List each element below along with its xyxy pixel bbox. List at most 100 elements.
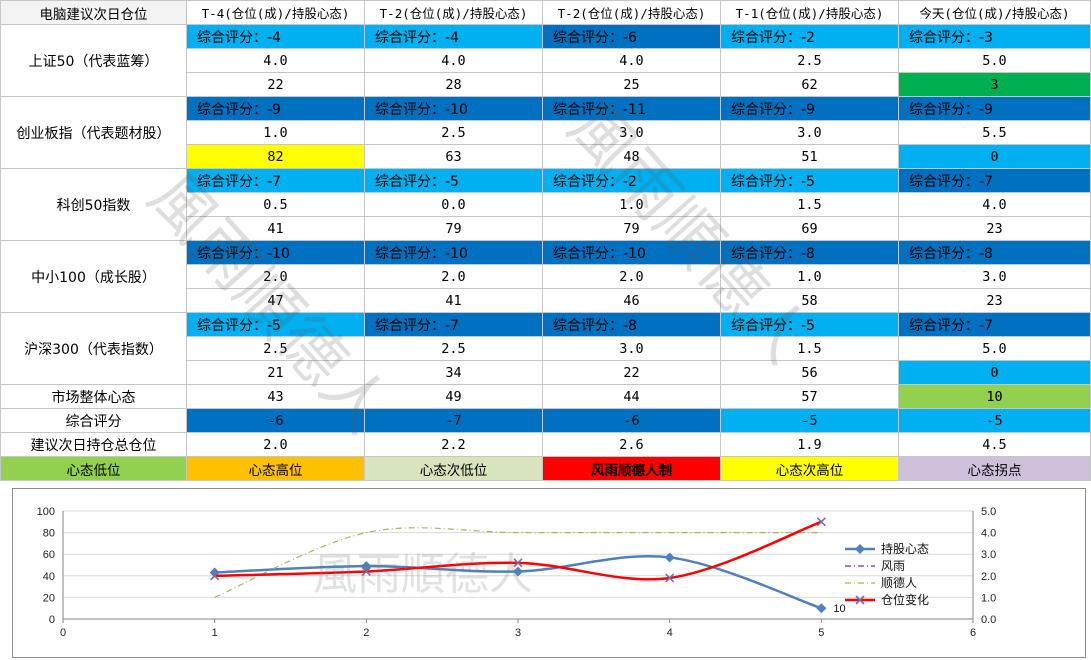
position-cell[interactable]: 5.0 xyxy=(898,48,1091,73)
score-cell[interactable]: 综合评分：-6 xyxy=(542,24,721,49)
mood-cell[interactable]: 23 xyxy=(898,288,1091,313)
advice-cell[interactable]: 4.5 xyxy=(898,432,1091,457)
score-cell[interactable]: 综合评分：-8 xyxy=(720,240,899,265)
position-cell[interactable]: 2.0 xyxy=(542,264,721,289)
total-score-cell[interactable]: -7 xyxy=(364,408,543,433)
score-cell[interactable]: 综合评分：-8 xyxy=(898,240,1091,265)
color-legend-cell[interactable]: 心态低位 xyxy=(0,456,187,481)
position-cell[interactable]: 3.0 xyxy=(898,264,1091,289)
position-cell[interactable]: 3.0 xyxy=(542,120,721,145)
position-cell[interactable]: 1.5 xyxy=(720,336,899,361)
mood-cell[interactable]: 0 xyxy=(898,144,1091,169)
header-col-3[interactable]: T-2(仓位(成)/持股心态) xyxy=(542,0,721,25)
mood-cell[interactable]: 48 xyxy=(542,144,721,169)
position-cell[interactable]: 5.5 xyxy=(898,120,1091,145)
market-cell[interactable]: 43 xyxy=(186,384,365,409)
position-cell[interactable]: 2.5 xyxy=(364,336,543,361)
color-legend-cell[interactable]: 心态次高位 xyxy=(720,456,899,481)
position-cell[interactable]: 5.0 xyxy=(898,336,1091,361)
mood-cell[interactable]: 56 xyxy=(720,360,899,385)
color-legend-cell[interactable]: 风雨顺德人制 xyxy=(542,456,721,481)
score-cell[interactable]: 综合评分：-5 xyxy=(186,312,365,337)
mood-cell[interactable]: 47 xyxy=(186,288,365,313)
header-col-5[interactable]: 今天(仓位(成)/持股心态) xyxy=(898,0,1091,25)
mood-cell[interactable]: 23 xyxy=(898,216,1091,241)
total-score-label[interactable]: 综合评分 xyxy=(0,408,187,433)
advice-label[interactable]: 建议次日持仓总仓位 xyxy=(0,432,187,457)
mood-cell[interactable]: 69 xyxy=(720,216,899,241)
score-cell[interactable]: 综合评分：-3 xyxy=(898,24,1091,49)
score-cell[interactable]: 综合评分：-9 xyxy=(186,96,365,121)
total-score-cell[interactable]: -6 xyxy=(542,408,721,433)
advice-cell[interactable]: 2.6 xyxy=(542,432,721,457)
position-cell[interactable]: 1.5 xyxy=(720,192,899,217)
mood-cell[interactable]: 0 xyxy=(898,360,1091,385)
header-advice-col[interactable]: 电脑建议次日仓位 xyxy=(0,0,187,25)
position-cell[interactable]: 1.0 xyxy=(186,120,365,145)
color-legend-cell[interactable]: 心态次低位 xyxy=(364,456,543,481)
total-score-cell[interactable]: -5 xyxy=(720,408,899,433)
position-cell[interactable]: 2.5 xyxy=(364,120,543,145)
header-col-2[interactable]: T-2(仓位(成)/持股心态) xyxy=(364,0,543,25)
mood-cell[interactable]: 63 xyxy=(364,144,543,169)
index-label[interactable]: 上证50（代表蓝筹） xyxy=(0,24,187,97)
score-cell[interactable]: 综合评分：-9 xyxy=(898,96,1091,121)
mood-cell[interactable]: 79 xyxy=(542,216,721,241)
mood-cell[interactable]: 41 xyxy=(364,288,543,313)
position-cell[interactable]: 4.0 xyxy=(898,192,1091,217)
position-cell[interactable]: 2.0 xyxy=(186,264,365,289)
score-cell[interactable]: 综合评分：-10 xyxy=(186,240,365,265)
index-label[interactable]: 沪深300（代表指数） xyxy=(0,312,187,385)
mood-cell[interactable]: 46 xyxy=(542,288,721,313)
position-cell[interactable]: 4.0 xyxy=(186,48,365,73)
score-cell[interactable]: 综合评分：-5 xyxy=(364,168,543,193)
advice-cell[interactable]: 2.2 xyxy=(364,432,543,457)
advice-cell[interactable]: 2.0 xyxy=(186,432,365,457)
mood-cell[interactable]: 22 xyxy=(186,72,365,97)
total-score-cell[interactable]: -5 xyxy=(898,408,1091,433)
score-cell[interactable]: 综合评分：-10 xyxy=(364,240,543,265)
mood-cell[interactable]: 34 xyxy=(364,360,543,385)
score-cell[interactable]: 综合评分：-4 xyxy=(364,24,543,49)
mood-cell[interactable]: 51 xyxy=(720,144,899,169)
score-cell[interactable]: 综合评分：-9 xyxy=(720,96,899,121)
position-cell[interactable]: 0.5 xyxy=(186,192,365,217)
score-cell[interactable]: 综合评分：-11 xyxy=(542,96,721,121)
mood-cell[interactable]: 62 xyxy=(720,72,899,97)
mood-cell[interactable]: 22 xyxy=(542,360,721,385)
position-cell[interactable]: 3.0 xyxy=(720,120,899,145)
advice-cell[interactable]: 1.9 xyxy=(720,432,899,457)
index-label[interactable]: 科创50指数 xyxy=(0,168,187,241)
score-cell[interactable]: 综合评分：-8 xyxy=(542,312,721,337)
score-cell[interactable]: 综合评分：-5 xyxy=(720,168,899,193)
score-cell[interactable]: 综合评分：-7 xyxy=(364,312,543,337)
score-cell[interactable]: 综合评分：-5 xyxy=(720,312,899,337)
color-legend-cell[interactable]: 心态高位 xyxy=(186,456,365,481)
score-cell[interactable]: 综合评分：-7 xyxy=(898,168,1091,193)
position-cell[interactable]: 2.5 xyxy=(186,336,365,361)
position-cell[interactable]: 2.5 xyxy=(720,48,899,73)
mood-cell[interactable]: 82 xyxy=(186,144,365,169)
score-cell[interactable]: 综合评分：-10 xyxy=(542,240,721,265)
mood-cell[interactable]: 79 xyxy=(364,216,543,241)
color-legend-cell[interactable]: 心态拐点 xyxy=(898,456,1091,481)
market-cell[interactable]: 57 xyxy=(720,384,899,409)
market-cell[interactable]: 10 xyxy=(898,384,1091,409)
mood-cell[interactable]: 58 xyxy=(720,288,899,313)
market-label[interactable]: 市场整体心态 xyxy=(0,384,187,409)
position-cell[interactable]: 3.0 xyxy=(542,336,721,361)
score-cell[interactable]: 综合评分：-7 xyxy=(898,312,1091,337)
mood-cell[interactable]: 25 xyxy=(542,72,721,97)
position-cell[interactable]: 2.0 xyxy=(364,264,543,289)
market-cell[interactable]: 44 xyxy=(542,384,721,409)
mood-cell[interactable]: 3 xyxy=(898,72,1091,97)
position-cell[interactable]: 1.0 xyxy=(720,264,899,289)
chart-area[interactable]: 0 20 40 60 80 100 0.0 1.0 2.0 3.0 4.0 5.0 0 1 2 3 4 5 6 10 持… xyxy=(12,488,1086,658)
position-cell[interactable]: 4.0 xyxy=(364,48,543,73)
score-cell[interactable]: 综合评分：-4 xyxy=(186,24,365,49)
total-score-cell[interactable]: -6 xyxy=(186,408,365,433)
score-cell[interactable]: 综合评分：-10 xyxy=(364,96,543,121)
index-label[interactable]: 创业板指（代表题材股） xyxy=(0,96,187,169)
mood-cell[interactable]: 28 xyxy=(364,72,543,97)
score-cell[interactable]: 综合评分：-7 xyxy=(186,168,365,193)
